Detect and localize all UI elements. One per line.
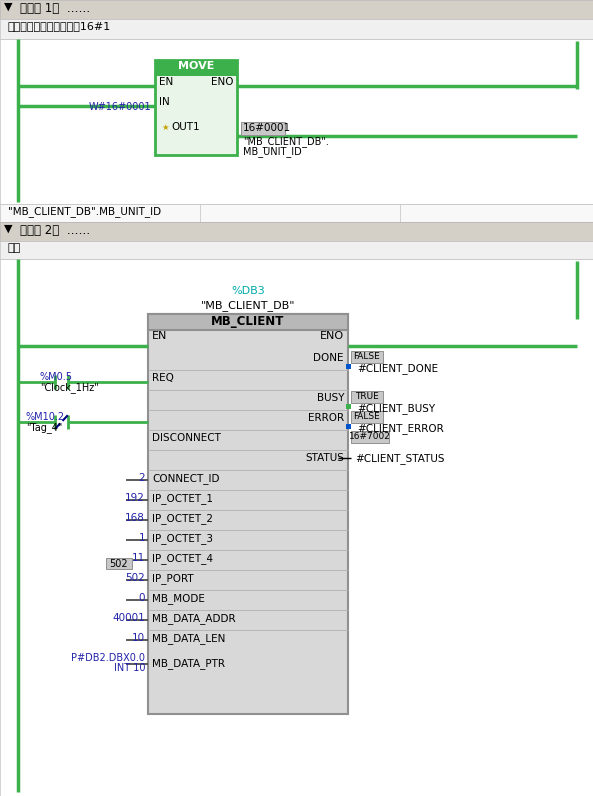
Text: "Clock_1Hz": "Clock_1Hz" bbox=[40, 382, 99, 393]
Text: W#16#0001: W#16#0001 bbox=[88, 102, 151, 112]
Text: REQ: REQ bbox=[152, 373, 174, 383]
Text: #CLIENT_DONE: #CLIENT_DONE bbox=[357, 363, 438, 374]
Bar bbox=[0, 241, 593, 259]
Text: %M10.2: %M10.2 bbox=[26, 412, 65, 422]
Text: DONE: DONE bbox=[314, 353, 344, 363]
Bar bbox=[346, 424, 351, 429]
Bar bbox=[106, 558, 132, 569]
Text: #CLIENT_STATUS: #CLIENT_STATUS bbox=[355, 453, 445, 464]
Text: 192: 192 bbox=[125, 493, 145, 503]
Text: MOVE: MOVE bbox=[178, 61, 214, 71]
Text: "MB_CLIENT_DB": "MB_CLIENT_DB" bbox=[201, 300, 295, 311]
Text: 502: 502 bbox=[110, 559, 128, 569]
Text: 程序段 2：  ……: 程序段 2： …… bbox=[20, 224, 90, 237]
Bar bbox=[155, 60, 237, 155]
Text: 2: 2 bbox=[138, 473, 145, 483]
Text: %DB3: %DB3 bbox=[231, 286, 265, 296]
Text: 1: 1 bbox=[138, 533, 145, 543]
Text: 设置通讯伙伴从站地址为16#1: 设置通讯伙伴从站地址为16#1 bbox=[8, 21, 111, 31]
Text: IP_OCTET_4: IP_OCTET_4 bbox=[152, 553, 213, 564]
Bar bbox=[351, 351, 383, 363]
Text: MB_MODE: MB_MODE bbox=[152, 593, 205, 604]
Text: #CLIENT_ERROR: #CLIENT_ERROR bbox=[357, 423, 444, 434]
Bar bbox=[148, 314, 348, 330]
Text: MB_DATA_LEN: MB_DATA_LEN bbox=[152, 633, 225, 644]
Bar bbox=[351, 411, 383, 423]
Text: MB_DATA_ADDR: MB_DATA_ADDR bbox=[152, 613, 235, 624]
Text: "MB_CLIENT_DB".: "MB_CLIENT_DB". bbox=[243, 136, 329, 147]
Text: ERROR: ERROR bbox=[308, 413, 344, 423]
Text: OUT1: OUT1 bbox=[171, 122, 200, 132]
Text: P#DB2.DBX0.0: P#DB2.DBX0.0 bbox=[71, 653, 145, 663]
Text: TRUE: TRUE bbox=[355, 392, 379, 401]
Text: 16#7002: 16#7002 bbox=[349, 432, 391, 441]
Text: 10: 10 bbox=[132, 633, 145, 643]
Text: DISCONNECT: DISCONNECT bbox=[152, 433, 221, 443]
Text: %M0.5: %M0.5 bbox=[40, 372, 73, 382]
Bar bbox=[0, 222, 593, 241]
Text: 502: 502 bbox=[125, 573, 145, 583]
Text: ▼: ▼ bbox=[4, 224, 12, 234]
Text: 168: 168 bbox=[125, 513, 145, 523]
Bar bbox=[0, 39, 593, 204]
Bar bbox=[148, 314, 348, 714]
Text: ENO: ENO bbox=[320, 331, 344, 341]
Text: 40001: 40001 bbox=[112, 613, 145, 623]
Bar bbox=[0, 204, 593, 222]
Bar bbox=[351, 391, 383, 403]
Bar bbox=[0, 19, 593, 39]
Bar bbox=[0, 0, 593, 19]
Text: "MB_CLIENT_DB".MB_UNIT_ID: "MB_CLIENT_DB".MB_UNIT_ID bbox=[8, 206, 161, 217]
Text: 注释: 注释 bbox=[8, 243, 21, 253]
Text: 11: 11 bbox=[132, 553, 145, 563]
Bar bbox=[351, 431, 389, 443]
Text: #CLIENT_BUSY: #CLIENT_BUSY bbox=[357, 403, 435, 414]
Bar bbox=[346, 364, 351, 369]
Text: IP_OCTET_2: IP_OCTET_2 bbox=[152, 513, 213, 524]
Text: IP_PORT: IP_PORT bbox=[152, 573, 194, 584]
Text: FALSE: FALSE bbox=[353, 352, 380, 361]
Text: 16#0001: 16#0001 bbox=[243, 123, 291, 133]
Text: ★: ★ bbox=[161, 123, 168, 132]
Bar bbox=[0, 259, 593, 796]
Bar bbox=[241, 122, 285, 135]
Text: IP_OCTET_1: IP_OCTET_1 bbox=[152, 493, 213, 504]
Text: EN: EN bbox=[159, 77, 173, 87]
Text: EN: EN bbox=[152, 331, 167, 341]
Text: "Tag_4": "Tag_4" bbox=[26, 422, 62, 433]
Text: MB_DATA_PTR: MB_DATA_PTR bbox=[152, 658, 225, 669]
Text: MB_UNIT_ID: MB_UNIT_ID bbox=[243, 146, 302, 157]
Text: 0: 0 bbox=[139, 593, 145, 603]
Bar bbox=[155, 60, 237, 76]
Text: CONNECT_ID: CONNECT_ID bbox=[152, 473, 219, 484]
Text: IP_OCTET_3: IP_OCTET_3 bbox=[152, 533, 213, 544]
Text: STATUS: STATUS bbox=[305, 453, 344, 463]
Text: FALSE: FALSE bbox=[353, 412, 380, 421]
Bar bbox=[346, 404, 351, 409]
Text: ENO: ENO bbox=[211, 77, 233, 87]
Text: ▼: ▼ bbox=[4, 2, 12, 12]
Text: 程序段 1：  ……: 程序段 1： …… bbox=[20, 2, 90, 15]
Text: MB_CLIENT: MB_CLIENT bbox=[211, 315, 285, 328]
Text: INT 10: INT 10 bbox=[113, 663, 145, 673]
Text: BUSY: BUSY bbox=[317, 393, 344, 403]
Text: IN: IN bbox=[159, 97, 170, 107]
